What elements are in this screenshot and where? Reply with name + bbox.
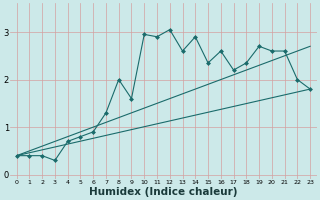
X-axis label: Humidex (Indice chaleur): Humidex (Indice chaleur) [89,187,238,197]
